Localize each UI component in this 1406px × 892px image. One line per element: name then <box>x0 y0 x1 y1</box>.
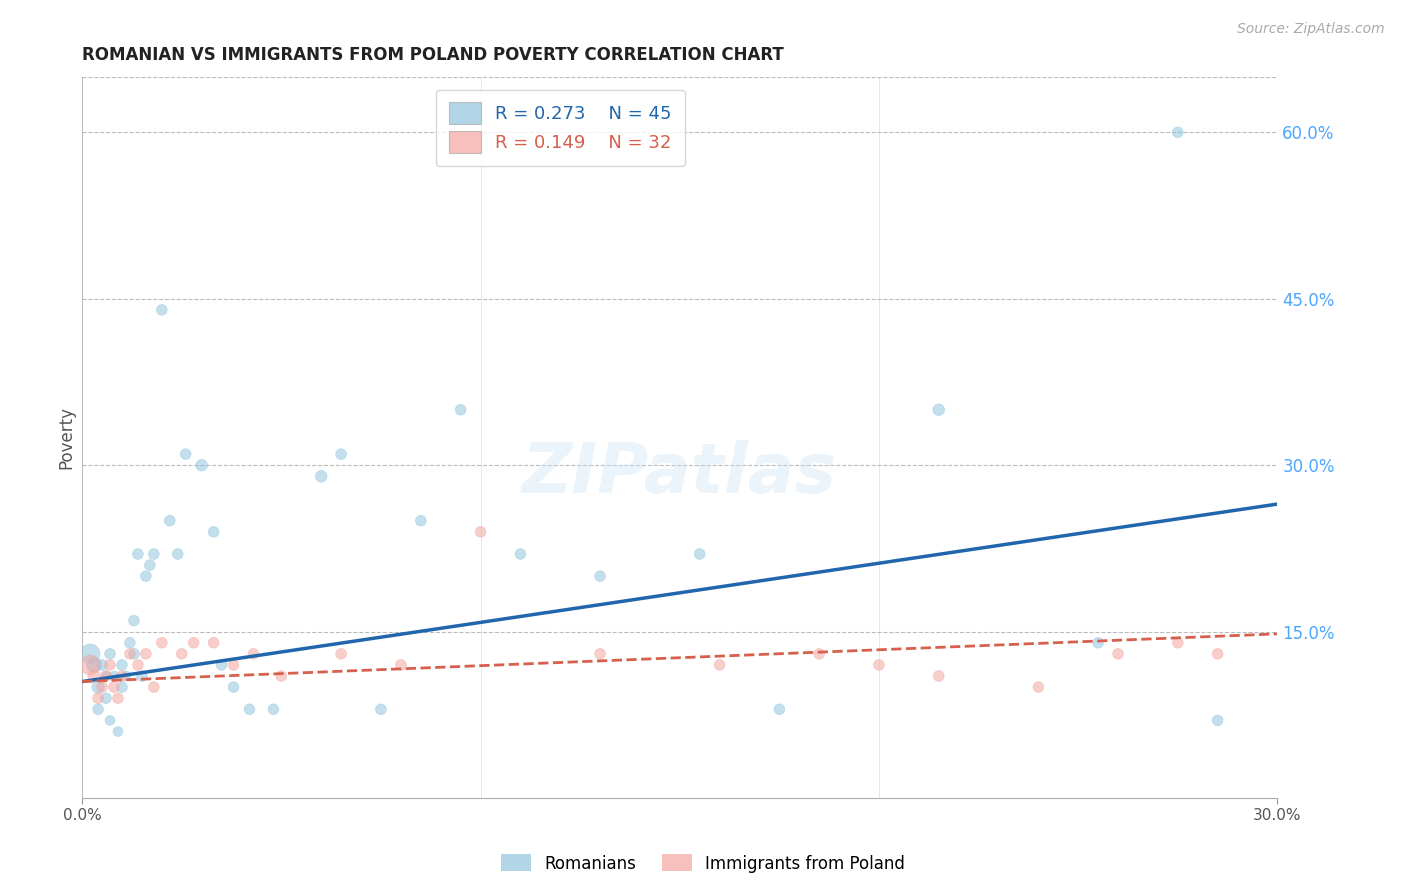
Point <box>183 636 205 650</box>
Point <box>768 702 790 716</box>
Y-axis label: Poverty: Poverty <box>58 406 75 469</box>
Point <box>589 647 612 661</box>
Point <box>202 524 225 539</box>
Point <box>709 657 731 672</box>
Text: ZIPatlas: ZIPatlas <box>522 440 837 507</box>
Point <box>166 547 188 561</box>
Point <box>118 636 141 650</box>
Point <box>87 702 110 716</box>
Point <box>389 657 412 672</box>
Point <box>98 647 121 661</box>
Point <box>118 647 141 661</box>
Point <box>83 657 105 672</box>
Point <box>87 680 110 694</box>
Point <box>107 724 129 739</box>
Point <box>131 669 153 683</box>
Point <box>94 691 117 706</box>
Point <box>330 447 353 461</box>
Point <box>150 636 173 650</box>
Point <box>928 669 950 683</box>
Point <box>309 469 332 483</box>
Point <box>868 657 890 672</box>
Point <box>127 657 149 672</box>
Point <box>1028 680 1050 694</box>
Text: Source: ZipAtlas.com: Source: ZipAtlas.com <box>1237 22 1385 37</box>
Text: ROMANIAN VS IMMIGRANTS FROM POLAND POVERTY CORRELATION CHART: ROMANIAN VS IMMIGRANTS FROM POLAND POVER… <box>82 46 785 64</box>
Point <box>142 680 165 694</box>
Point <box>330 647 353 661</box>
Legend: Romanians, Immigrants from Poland: Romanians, Immigrants from Poland <box>495 847 911 880</box>
Point <box>1167 636 1189 650</box>
Point <box>370 702 392 716</box>
Point <box>170 647 193 661</box>
Point <box>87 691 110 706</box>
Point <box>270 669 292 683</box>
Point <box>689 547 711 561</box>
Point <box>83 669 105 683</box>
Point <box>122 647 145 661</box>
Point <box>98 714 121 728</box>
Point <box>103 669 125 683</box>
Point <box>589 569 612 583</box>
Point <box>222 657 245 672</box>
Point <box>450 402 472 417</box>
Point <box>94 669 117 683</box>
Point <box>107 691 129 706</box>
Point <box>262 702 284 716</box>
Point <box>928 402 950 417</box>
Point <box>111 669 134 683</box>
Point <box>135 647 157 661</box>
Point <box>211 657 233 672</box>
Point <box>470 524 492 539</box>
Point <box>238 702 260 716</box>
Point <box>1087 636 1109 650</box>
Point <box>202 636 225 650</box>
Point <box>150 302 173 317</box>
Point <box>139 558 162 572</box>
Point <box>142 547 165 561</box>
Point <box>122 614 145 628</box>
Point <box>103 680 125 694</box>
Point <box>190 458 212 473</box>
Point <box>98 657 121 672</box>
Point <box>111 657 134 672</box>
Point <box>1206 647 1229 661</box>
Point <box>509 547 531 561</box>
Point <box>91 657 114 672</box>
Point <box>127 547 149 561</box>
Point <box>174 447 197 461</box>
Point <box>242 647 264 661</box>
Point <box>115 669 138 683</box>
Point <box>94 669 117 683</box>
Point <box>222 680 245 694</box>
Point <box>1206 714 1229 728</box>
Point <box>111 680 134 694</box>
Point <box>135 569 157 583</box>
Point <box>1107 647 1129 661</box>
Point <box>159 514 181 528</box>
Point <box>808 647 831 661</box>
Point <box>1167 125 1189 139</box>
Point <box>79 647 101 661</box>
Legend: R = 0.273    N = 45, R = 0.149    N = 32: R = 0.273 N = 45, R = 0.149 N = 32 <box>436 89 685 166</box>
Point <box>79 657 101 672</box>
Point <box>91 680 114 694</box>
Point <box>409 514 432 528</box>
